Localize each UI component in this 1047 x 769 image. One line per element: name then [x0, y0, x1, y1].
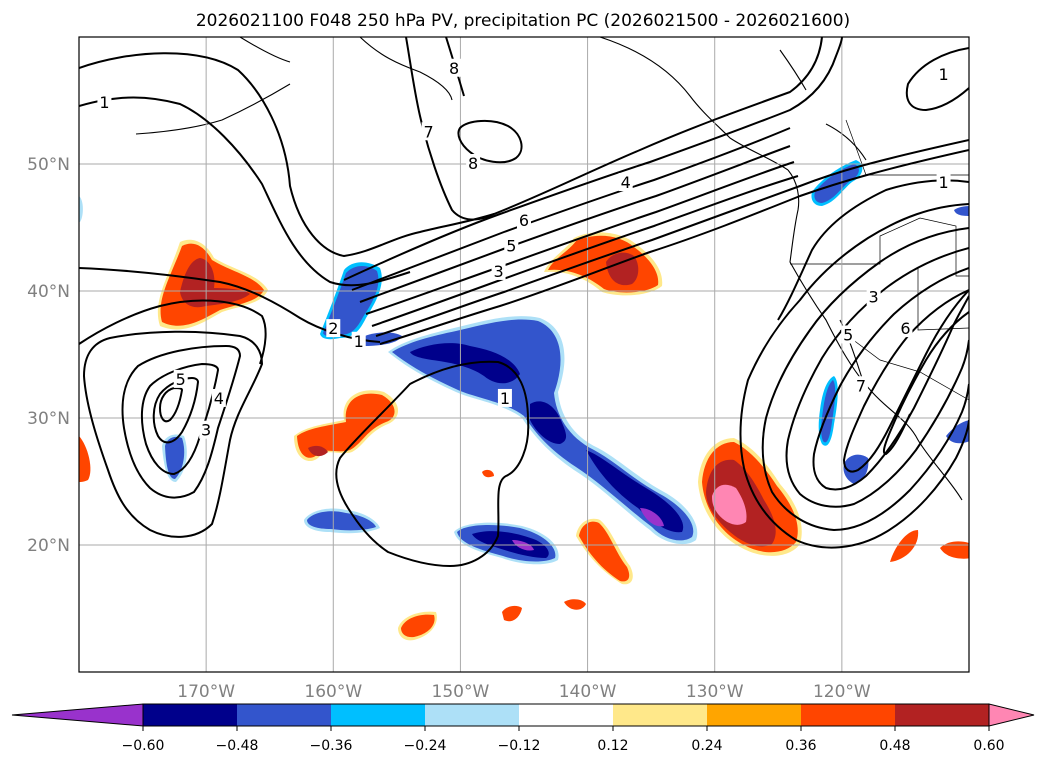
lon-tick-label: 150°W — [432, 682, 490, 702]
contour-label-bg — [866, 287, 881, 306]
precip-region-subtropical-positive — [698, 438, 802, 556]
contour-label-bg — [421, 122, 436, 141]
contour-label: 1 — [354, 332, 364, 351]
contour-label-bg — [936, 173, 951, 192]
lon-tick-label: 120°W — [813, 682, 871, 702]
contour-label: 6 — [900, 319, 910, 338]
contour-label: 1 — [99, 93, 109, 112]
contour-label-bg — [936, 65, 951, 84]
precip-region-west-positive — [157, 239, 268, 330]
contour-label-bg — [841, 325, 856, 344]
contour-label: 4 — [621, 173, 631, 192]
chart-title: 2026021100 F048 250 hPa PV, precipitatio… — [196, 11, 850, 31]
contour-label-bg — [211, 388, 226, 407]
colorbar-tick-label: 0.24 — [691, 738, 722, 754]
colorbar-bin — [613, 704, 707, 726]
contour-label-bg — [173, 369, 188, 388]
colorbar-bin — [707, 704, 801, 726]
colorbar — [11, 703, 1035, 727]
lat-axis: 20°N 30°N 40°N 50°N — [27, 155, 70, 556]
contour-label: 1 — [938, 65, 948, 84]
colorbar-bin — [331, 704, 425, 726]
contour-label: 8 — [449, 59, 459, 78]
coastlines — [135, 37, 963, 501]
contour-label: 3 — [201, 421, 211, 440]
lat-tick-label: 50°N — [27, 155, 70, 175]
contour-label: 5 — [176, 370, 186, 389]
colorbar-tick-label: 0.60 — [973, 738, 1004, 754]
colorbar-bin — [895, 704, 989, 726]
contour-label: 3 — [869, 287, 879, 306]
contour-label: 2 — [328, 319, 338, 338]
contour-label: 6 — [519, 211, 529, 230]
lon-tick-label: 130°W — [686, 682, 744, 702]
contour-label: 8 — [468, 154, 478, 173]
lon-tick-label: 160°W — [304, 682, 362, 702]
colorbar-ticks: −0.60 −0.48 −0.36 −0.24 −0.12 0.12 0.24 0.36 0.4… — [122, 726, 1005, 754]
contour-label-bg — [618, 173, 633, 192]
contour-label: 4 — [214, 389, 224, 408]
contour-label: 7 — [856, 376, 866, 395]
colorbar-tick-label: 0.12 — [597, 738, 628, 754]
contour-label-bg — [447, 58, 462, 77]
contour-label-bg — [326, 319, 341, 338]
colorbar-tick-label: −0.12 — [498, 738, 541, 754]
pv-contours — [79, 37, 969, 568]
contour-label-bg — [504, 236, 519, 255]
contour-label: 7 — [424, 122, 434, 141]
contour-label-bg — [97, 93, 112, 112]
contour-label: 1 — [500, 389, 510, 408]
colorbar-tick-label: 0.48 — [879, 738, 910, 754]
precip-region-central-positive — [294, 390, 399, 462]
colorbar-tick-label: −0.48 — [216, 738, 259, 754]
lat-tick-label: 30°N — [27, 409, 70, 429]
colorbar-tick-label: −0.60 — [122, 738, 165, 754]
contour-label-bg — [517, 211, 531, 230]
contour-label-bg — [199, 420, 214, 439]
precip-region-small-positive — [79, 436, 969, 641]
colorbar-bin — [801, 704, 895, 726]
precip-region-npac-positive — [544, 232, 663, 296]
colorbar-frame — [142, 703, 990, 727]
colorbar-extend-high — [988, 703, 1035, 727]
contour-label-bg — [497, 388, 512, 407]
contour-label-bg — [466, 154, 481, 172]
contour-label-bg — [853, 376, 868, 395]
colorbar-tick-label: −0.36 — [310, 738, 353, 754]
colorbar-bin — [425, 704, 519, 726]
contour-label: 5 — [506, 237, 516, 256]
contour-label-bg — [351, 331, 366, 350]
colorbar-extend-low — [11, 703, 144, 727]
contour-label: 3 — [493, 262, 503, 281]
contour-label: 5 — [843, 325, 853, 344]
map-frame — [78, 36, 970, 673]
colorbar-tick-label: −0.24 — [404, 738, 447, 754]
lon-tick-label: 170°W — [177, 682, 235, 702]
contour-label-bg — [898, 319, 913, 338]
contour-label-bg — [491, 261, 506, 280]
lon-tick-label: 140°W — [559, 682, 617, 702]
lat-tick-label: 20°N — [27, 536, 70, 556]
colorbar-bin — [519, 704, 613, 726]
colorbar-tick-label: 0.36 — [785, 738, 816, 754]
colorbar-bin — [143, 704, 237, 726]
precip-region-central-negative — [388, 316, 698, 545]
colorbar-bin — [237, 704, 331, 726]
lat-tick-label: 40°N — [27, 282, 70, 302]
lon-axis: 170°W 160°W 150°W 140°W 130°W 120°W — [177, 682, 871, 702]
contour-label: 1 — [938, 173, 948, 192]
